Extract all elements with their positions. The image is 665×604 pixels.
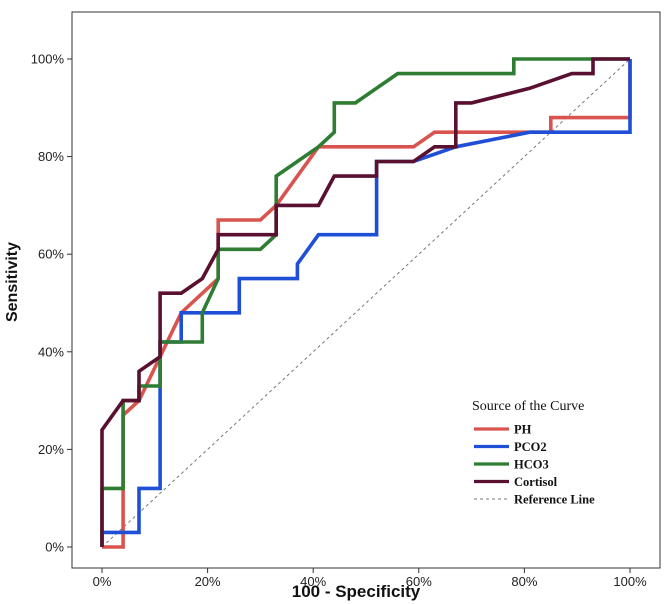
y-tick-label: 20% (38, 442, 64, 457)
series-line-ph (102, 59, 632, 549)
x-tick-label: 0% (93, 574, 112, 589)
legend-label-pco2: PCO2 (514, 440, 547, 454)
legend-label-cortisol: Cortisol (514, 475, 558, 489)
x-axis-title: 100 - Specificity (292, 582, 421, 601)
y-axis-title: Sensitivity (4, 242, 21, 322)
y-tick-label: 0% (45, 540, 64, 555)
x-tick-label: 80% (511, 574, 537, 589)
legend-label-hco3: HCO3 (514, 458, 549, 472)
series-line-pco2 (100, 59, 632, 547)
y-tick-label: 60% (38, 247, 64, 262)
y-tick-label: 80% (38, 149, 64, 164)
x-tick-label: 100% (613, 574, 647, 589)
x-tick-label: 20% (195, 574, 221, 589)
y-tick-label: 100% (31, 52, 65, 67)
plot-area-frame (71, 11, 661, 569)
legend: Source of the Curve PH PCO2 HCO3 Cortisol Re… (472, 399, 595, 507)
legend-label-reference-line: Reference Line (514, 493, 595, 507)
x-tick-label: 40% (300, 574, 326, 589)
y-tick-label: 40% (38, 344, 64, 359)
x-tick-label: 60% (406, 574, 432, 589)
series-line-cortisol (100, 57, 630, 547)
legend-title: Source of the Curve (472, 399, 584, 414)
legend-label-ph: PH (514, 423, 532, 437)
